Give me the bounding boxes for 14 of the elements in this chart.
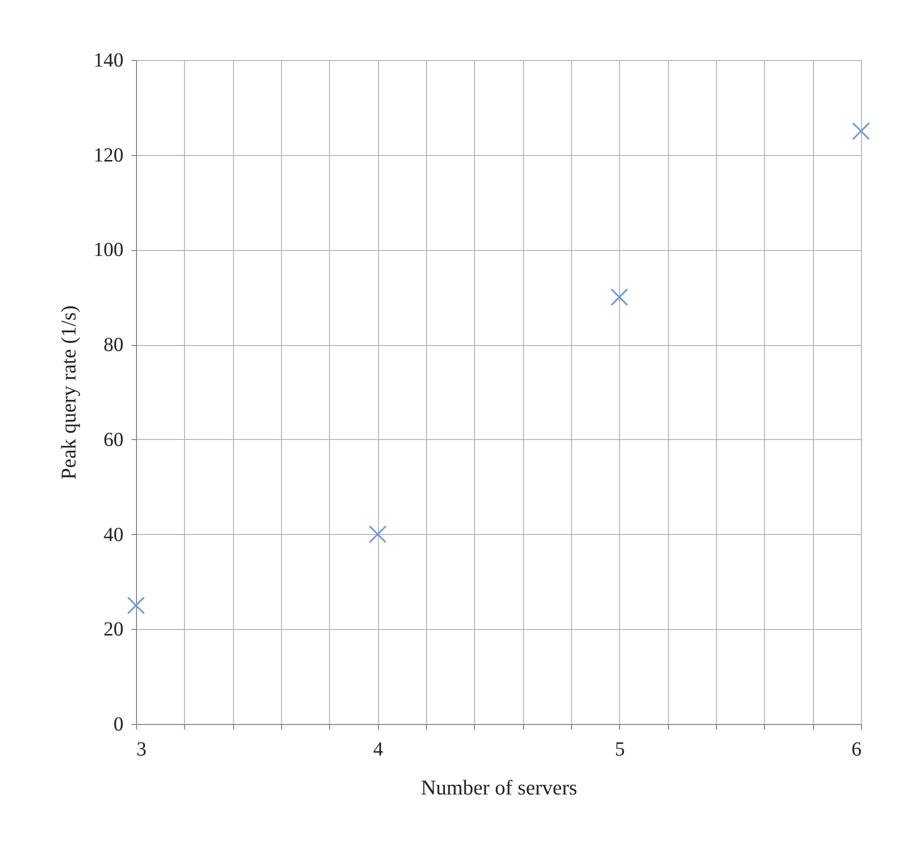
x-tick-label: 3 — [136, 738, 146, 760]
y-tick-label: 0 — [114, 714, 124, 736]
x-tick-label: 6 — [852, 738, 862, 760]
y-tick-label: 140 — [94, 50, 124, 72]
y-tick-label: 100 — [94, 239, 124, 262]
y-tick-label: 120 — [94, 144, 124, 166]
y-axis-title: Peak query rate (1/s) — [56, 305, 80, 480]
y-tick-label: 80 — [104, 334, 124, 356]
x-tick-label: 5 — [614, 738, 625, 760]
x-tick-label: 4 — [373, 738, 384, 760]
y-tick-label: 20 — [104, 618, 124, 641]
x-axis-title: Number of servers — [420, 776, 578, 800]
y-tick-label: 40 — [104, 524, 124, 546]
y-tick-label: 60 — [104, 428, 124, 451]
